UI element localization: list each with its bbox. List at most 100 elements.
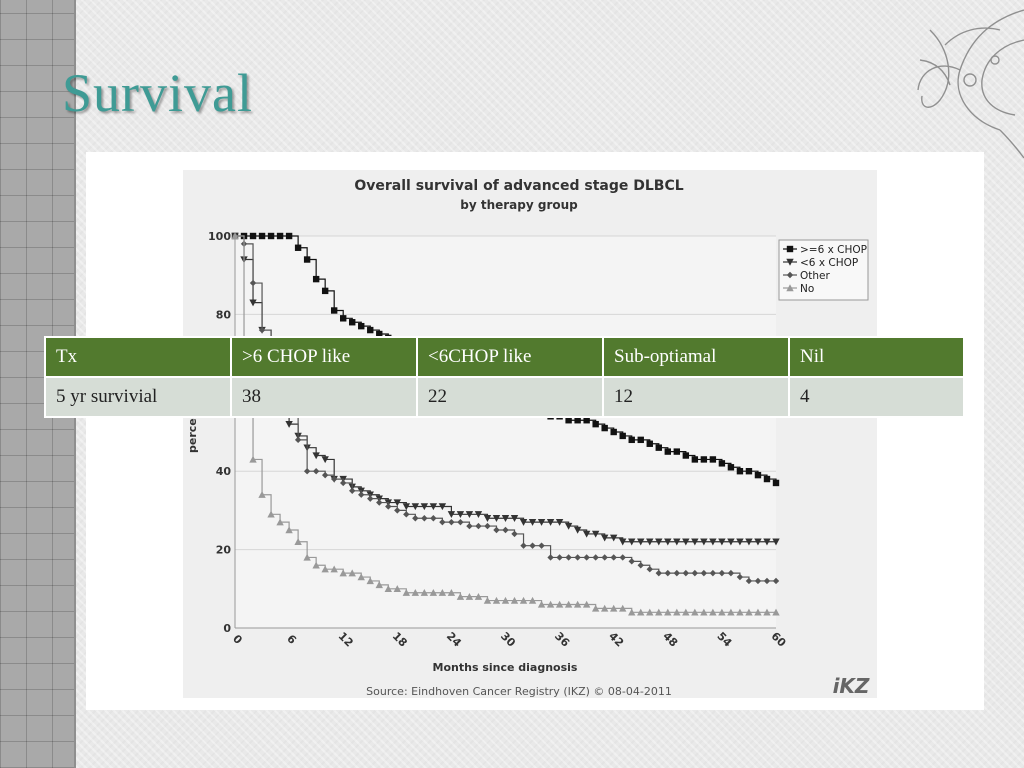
data-point bbox=[574, 417, 581, 424]
legend-label: No bbox=[800, 283, 814, 295]
header-cell: Tx bbox=[44, 336, 232, 378]
data-point bbox=[655, 569, 662, 577]
data-point bbox=[510, 596, 519, 604]
header-cell: Nil bbox=[788, 336, 965, 378]
data-point bbox=[330, 475, 338, 483]
data-point bbox=[772, 479, 780, 487]
data-point bbox=[312, 275, 320, 283]
data-point bbox=[718, 569, 726, 577]
data-point bbox=[564, 600, 573, 608]
data-point bbox=[664, 538, 672, 546]
data-point bbox=[349, 487, 356, 494]
slide-title: Survival bbox=[62, 63, 253, 123]
data-point bbox=[691, 608, 699, 616]
data-point bbox=[412, 515, 419, 522]
data-point bbox=[573, 600, 582, 608]
chart-subtitle: by therapy group bbox=[460, 198, 578, 212]
x-tick-label: 54 bbox=[714, 630, 734, 650]
data-point bbox=[655, 538, 663, 546]
x-tick-label: 12 bbox=[336, 630, 356, 650]
data-point bbox=[330, 565, 338, 573]
data-point bbox=[429, 503, 438, 511]
data-point bbox=[628, 436, 635, 444]
data-point bbox=[619, 538, 627, 546]
legend-label: Other bbox=[800, 270, 830, 282]
data-point bbox=[591, 530, 600, 538]
data-point bbox=[691, 538, 699, 546]
data-point bbox=[754, 538, 762, 546]
data-point bbox=[438, 503, 447, 511]
data-point bbox=[474, 511, 483, 519]
data-point bbox=[682, 538, 690, 546]
legend-marker bbox=[786, 284, 794, 292]
data-point bbox=[772, 608, 780, 616]
data-point bbox=[664, 608, 672, 616]
data-point bbox=[664, 448, 671, 455]
data-point bbox=[736, 538, 744, 546]
data-point bbox=[348, 569, 356, 577]
data-point bbox=[411, 503, 420, 511]
data-point bbox=[276, 232, 284, 240]
data-point bbox=[465, 592, 474, 600]
data-point bbox=[610, 604, 618, 612]
plot-area bbox=[235, 236, 776, 628]
data-point bbox=[727, 538, 735, 546]
data-point bbox=[492, 596, 501, 604]
data-point bbox=[709, 456, 717, 463]
data-point bbox=[267, 510, 275, 518]
data-point bbox=[429, 589, 438, 596]
data-point bbox=[285, 420, 293, 428]
data-point bbox=[718, 460, 726, 467]
x-tick-label: 60 bbox=[768, 630, 788, 650]
data-point bbox=[745, 538, 753, 546]
data-point bbox=[600, 534, 609, 542]
data-point bbox=[591, 604, 600, 612]
data-point bbox=[456, 511, 465, 519]
data-point bbox=[564, 522, 573, 530]
data-point bbox=[474, 592, 483, 600]
x-tick-label: 18 bbox=[390, 630, 410, 650]
data-point bbox=[736, 608, 744, 616]
data-point bbox=[483, 596, 492, 604]
data-point bbox=[682, 569, 690, 577]
x-tick-label: 42 bbox=[606, 630, 626, 650]
data-point bbox=[637, 436, 644, 444]
data-point bbox=[754, 608, 762, 616]
data-point bbox=[430, 515, 437, 522]
data-point bbox=[718, 608, 726, 616]
data-point bbox=[763, 475, 771, 483]
data-point bbox=[709, 569, 717, 577]
data-point bbox=[510, 515, 519, 522]
x-tick-label: 0 bbox=[230, 632, 245, 647]
data-point bbox=[456, 592, 465, 600]
data-point bbox=[321, 565, 329, 573]
data-point bbox=[312, 468, 320, 475]
y-tick-label: 40 bbox=[216, 465, 232, 478]
data-point bbox=[294, 244, 302, 251]
data-point bbox=[438, 589, 447, 596]
data-point bbox=[358, 491, 365, 498]
data-point bbox=[583, 417, 590, 424]
data-point bbox=[655, 608, 663, 616]
data-point bbox=[483, 515, 492, 522]
floral-ornament-icon bbox=[917, 9, 1024, 159]
x-tick-label: 6 bbox=[284, 632, 299, 647]
data-point bbox=[619, 604, 627, 612]
data-point bbox=[682, 452, 690, 459]
data-point bbox=[285, 526, 293, 534]
data-point bbox=[646, 538, 654, 546]
data-point bbox=[610, 534, 618, 542]
data-point bbox=[303, 256, 311, 263]
data-point bbox=[249, 299, 257, 307]
data-point bbox=[592, 420, 599, 428]
data-point bbox=[276, 518, 284, 526]
y-tick-label: 80 bbox=[216, 308, 232, 321]
data-point bbox=[637, 538, 645, 546]
data-point bbox=[763, 608, 771, 616]
x-tick-label: 30 bbox=[498, 630, 518, 650]
data-point bbox=[340, 315, 347, 322]
data-point bbox=[700, 608, 708, 616]
data-point bbox=[673, 538, 681, 546]
data-point bbox=[519, 596, 528, 604]
data-point bbox=[285, 232, 293, 240]
